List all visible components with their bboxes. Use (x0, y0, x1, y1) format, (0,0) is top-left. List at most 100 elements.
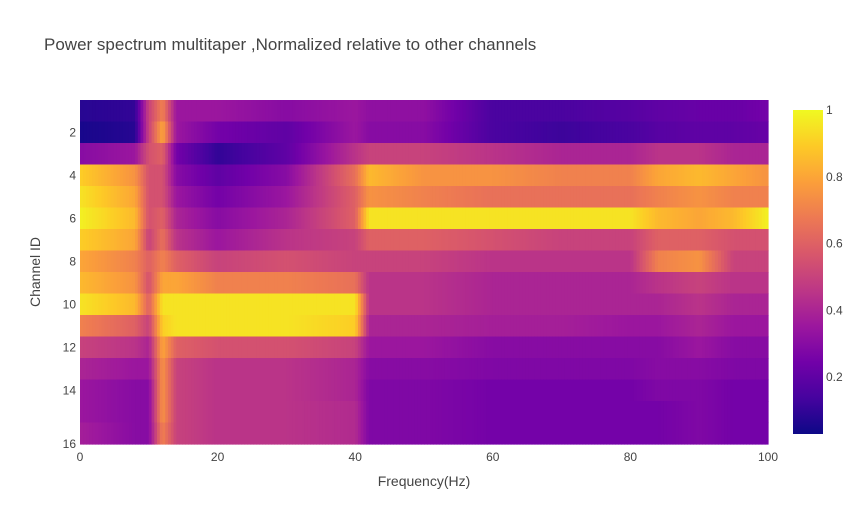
heatmap-cell (501, 100, 506, 123)
heatmap-cell (375, 207, 379, 230)
heatmap-cell (739, 422, 744, 445)
heatmap-cell (721, 164, 725, 187)
heatmap-cell (176, 100, 180, 123)
heatmap-cell (202, 229, 207, 252)
heatmap-cell (585, 272, 590, 295)
heatmap-cell (672, 315, 677, 338)
heatmap-cell (612, 250, 617, 273)
heatmap-cell (235, 186, 240, 209)
heatmap-cell (247, 121, 252, 144)
heatmap-cell (672, 229, 677, 252)
heatmap-cell (83, 100, 87, 123)
heatmap-cell (724, 358, 728, 381)
heatmap-cell (717, 401, 722, 424)
heatmap-cell (89, 336, 93, 359)
heatmap-cell (368, 164, 373, 187)
heatmap-cell (666, 250, 671, 273)
heatmap-cell (621, 379, 626, 402)
heatmap-cell (337, 207, 341, 230)
heatmap-cell (426, 401, 431, 424)
heatmap-cell (758, 422, 763, 445)
heatmap-cell (199, 272, 204, 295)
heatmap-cell (232, 229, 237, 252)
heatmap-cell (119, 379, 124, 402)
heatmap-cell (205, 164, 210, 187)
heatmap-cell (453, 379, 458, 402)
heatmap-cell (137, 315, 142, 338)
heatmap-cell (429, 100, 434, 123)
heatmap-cell (519, 100, 524, 123)
heatmap-cell (471, 401, 476, 424)
heatmap-cell (146, 401, 150, 424)
heatmap-cell (498, 401, 503, 424)
heatmap-cell (444, 186, 449, 209)
heatmap-cell (579, 186, 584, 209)
heatmap-cell (588, 293, 593, 316)
heatmap-cell (606, 272, 611, 295)
heatmap-cell (435, 379, 440, 402)
heatmap-cell (313, 250, 317, 273)
heatmap-cell (537, 401, 542, 424)
heatmap-cell (396, 164, 401, 187)
heatmap-cell (298, 336, 302, 359)
heatmap-cell (450, 250, 455, 273)
heatmap-cell (504, 315, 509, 338)
heatmap-cell (268, 121, 273, 144)
heatmap-cell (274, 121, 279, 144)
heatmap-cell (334, 315, 338, 338)
heatmap-cell (173, 422, 177, 445)
heatmap-cell (531, 100, 536, 123)
heatmap-cell (86, 401, 90, 424)
heatmap-cell (468, 272, 473, 295)
heatmap-cell (543, 164, 548, 187)
heatmap-cell (684, 121, 689, 144)
heatmap-cell (582, 207, 587, 230)
heatmap-cell (268, 143, 273, 166)
heatmap-cell (429, 293, 434, 316)
heatmap-cell (349, 207, 353, 230)
heatmap-cell (453, 164, 458, 187)
heatmap-cell (143, 272, 147, 295)
heatmap-cell (761, 229, 766, 252)
heatmap-cell (238, 164, 243, 187)
heatmap-cell (271, 100, 276, 123)
heatmap-cell (223, 207, 228, 230)
heatmap-cell (573, 293, 578, 316)
heatmap-cell (603, 143, 608, 166)
heatmap-cell (717, 293, 722, 316)
heatmap-cell (693, 121, 697, 144)
heatmap-cell (564, 143, 569, 166)
heatmap-cell (684, 186, 689, 209)
heatmap-cell (645, 100, 650, 123)
heatmap-cell (98, 379, 103, 402)
heatmap-cell (337, 164, 341, 187)
heatmap-cell (256, 272, 261, 295)
heatmap-cell (122, 422, 127, 445)
heatmap-cell (368, 207, 373, 230)
heatmap-cell (711, 164, 716, 187)
heatmap-cell (165, 207, 169, 230)
heatmap-cell (630, 100, 635, 123)
heatmap-cell (135, 164, 139, 187)
heatmap-cell (381, 143, 385, 166)
heatmap-cell (675, 186, 680, 209)
heatmap-cell (235, 293, 240, 316)
heatmap-cell (585, 293, 590, 316)
heatmap-cell (755, 143, 760, 166)
heatmap-cell (609, 100, 614, 123)
heatmap-cell (755, 379, 760, 402)
heatmap-cell (678, 358, 683, 381)
heatmap-cell (366, 422, 370, 445)
heatmap-cell (438, 143, 443, 166)
heatmap-cell (387, 401, 391, 424)
heatmap-cell (459, 315, 464, 338)
heatmap-cell (699, 401, 703, 424)
heatmap-cell (424, 207, 428, 230)
heatmap-cell (543, 250, 548, 273)
heatmap-cell (337, 229, 341, 252)
heatmap-cell (651, 401, 656, 424)
heatmap-cell (307, 315, 311, 338)
heatmap-cell (328, 207, 332, 230)
heatmap-cell (268, 164, 273, 187)
